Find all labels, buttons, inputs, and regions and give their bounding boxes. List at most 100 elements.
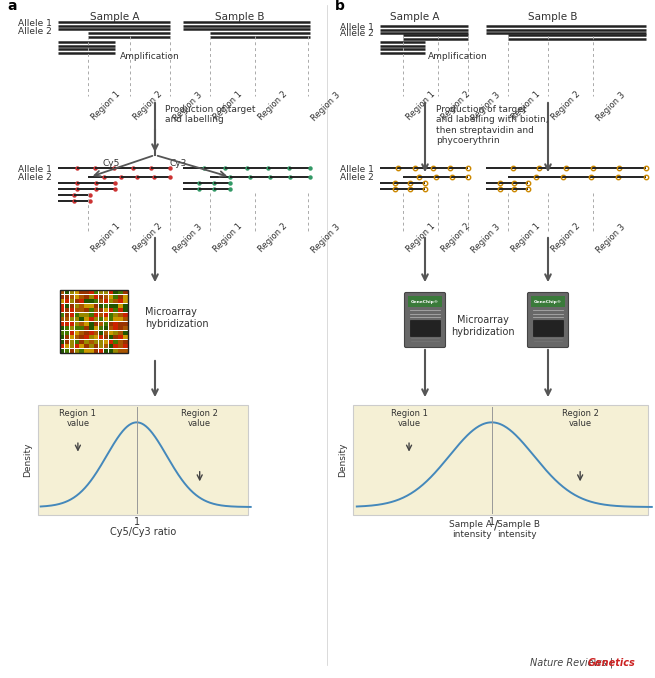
Bar (75, 290, 79, 294)
Text: Sample A: Sample A (90, 12, 140, 22)
Bar (89, 340, 94, 344)
Bar (109, 304, 113, 308)
Bar (79, 308, 84, 312)
Bar (113, 304, 118, 308)
Bar (84, 313, 88, 317)
Text: Region 2: Region 2 (550, 90, 582, 123)
Bar (60, 335, 64, 339)
Bar (69, 299, 74, 303)
Bar (79, 299, 84, 303)
Bar (69, 340, 74, 344)
Bar (103, 335, 108, 339)
Bar (75, 330, 79, 335)
Bar (123, 290, 128, 294)
Bar (60, 290, 64, 294)
Text: Production of target
and labelling: Production of target and labelling (165, 105, 255, 124)
Text: Region 3: Region 3 (172, 222, 204, 254)
Bar (123, 304, 128, 308)
Bar (38, 405, 248, 515)
Text: a: a (7, 0, 16, 13)
Bar (99, 326, 103, 330)
Bar (89, 313, 94, 317)
Bar (94, 304, 98, 308)
Bar (113, 335, 118, 339)
Bar (79, 330, 84, 335)
FancyBboxPatch shape (527, 292, 569, 348)
Bar (84, 304, 88, 308)
Bar (65, 290, 69, 294)
Bar (123, 321, 128, 325)
Text: Cy5/Cy3 ratio: Cy5/Cy3 ratio (110, 527, 176, 537)
Bar (99, 304, 103, 308)
Bar (113, 299, 118, 303)
Text: Region 2: Region 2 (132, 222, 164, 254)
Bar (65, 304, 69, 308)
Bar (84, 340, 88, 344)
Bar (113, 317, 118, 321)
Bar (410, 321, 440, 336)
Bar (75, 308, 79, 312)
Bar (69, 294, 74, 298)
Text: Region 2
value: Region 2 value (181, 409, 218, 428)
Text: Allele 2: Allele 2 (18, 28, 52, 37)
Text: GeneChip®: GeneChip® (534, 300, 562, 304)
Bar (119, 321, 122, 325)
Bar (109, 348, 113, 353)
Text: Region 1
value: Region 1 value (60, 409, 96, 428)
Bar (99, 344, 103, 348)
Bar (69, 348, 74, 353)
Bar (60, 321, 64, 325)
Text: Allele 1: Allele 1 (18, 20, 52, 28)
Bar (79, 294, 84, 298)
FancyBboxPatch shape (405, 292, 445, 348)
Bar (94, 326, 98, 330)
Bar (75, 348, 79, 353)
Bar (109, 330, 113, 335)
Bar (353, 405, 648, 515)
Bar (79, 317, 84, 321)
Text: 1: 1 (489, 517, 495, 527)
Text: Sample A: Sample A (390, 12, 440, 22)
Bar (119, 326, 122, 330)
Bar (69, 335, 74, 339)
Bar (94, 344, 98, 348)
Bar (99, 308, 103, 312)
Bar (109, 308, 113, 312)
Bar (123, 335, 128, 339)
Bar (84, 335, 88, 339)
Text: Sample B: Sample B (215, 12, 265, 22)
Bar (99, 313, 103, 317)
Bar (84, 299, 88, 303)
Text: Allele 1: Allele 1 (340, 24, 374, 33)
Bar (60, 317, 64, 321)
Bar (79, 304, 84, 308)
Bar (75, 304, 79, 308)
Bar (75, 335, 79, 339)
Bar (109, 290, 113, 294)
Text: Region 3: Region 3 (172, 90, 204, 123)
Bar (109, 344, 113, 348)
Bar (75, 299, 79, 303)
Text: Production of target
and labelling with biotin,
then streptavidin and
phycoeryth: Production of target and labelling with … (436, 105, 548, 145)
Bar (94, 348, 98, 353)
Text: Amplification: Amplification (120, 52, 179, 61)
Bar (103, 326, 108, 330)
Text: Density: Density (24, 443, 33, 477)
Bar (69, 344, 74, 348)
Bar (109, 313, 113, 317)
Bar (119, 294, 122, 298)
Bar (99, 317, 103, 321)
Bar (84, 330, 88, 335)
Bar (123, 330, 128, 335)
Text: Region 2: Region 2 (550, 222, 582, 254)
Bar (69, 326, 74, 330)
Bar (84, 326, 88, 330)
Bar (99, 321, 103, 325)
Bar (89, 294, 94, 298)
Bar (119, 317, 122, 321)
Bar (103, 348, 108, 353)
Bar (60, 348, 64, 353)
Bar (408, 296, 442, 307)
Bar (69, 317, 74, 321)
Bar (94, 335, 98, 339)
